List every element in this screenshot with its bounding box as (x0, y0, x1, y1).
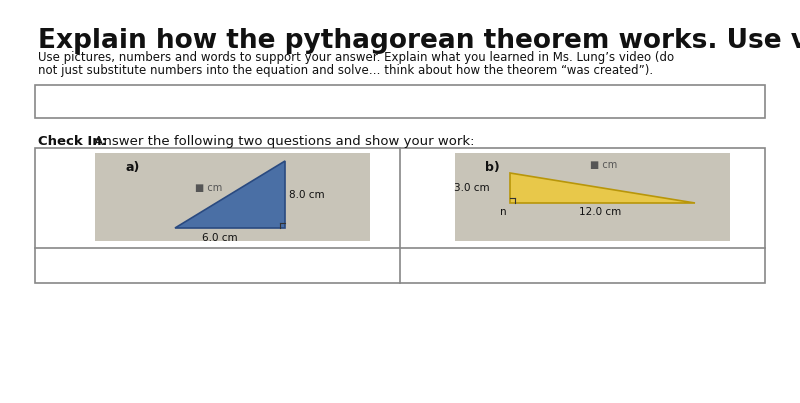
Text: a): a) (125, 161, 139, 174)
Text: n: n (500, 207, 506, 217)
Text: not just substitute numbers into the equation and solve… think about how the the: not just substitute numbers into the equ… (38, 64, 653, 77)
Text: Use pictures, numbers and words to support your answer. Explain what you learned: Use pictures, numbers and words to suppo… (38, 51, 674, 64)
Text: ■ cm: ■ cm (195, 183, 222, 193)
Text: Check In:: Check In: (38, 135, 107, 148)
Text: Explain how the pythagorean theorem works. Use visuals.: Explain how the pythagorean theorem work… (38, 28, 800, 54)
Text: 3.0 cm: 3.0 cm (454, 183, 490, 193)
Text: 8.0 cm: 8.0 cm (289, 190, 325, 200)
Text: ■ cm: ■ cm (590, 160, 618, 170)
FancyBboxPatch shape (95, 153, 370, 241)
FancyBboxPatch shape (35, 148, 765, 283)
Text: b): b) (485, 161, 500, 174)
Text: 12.0 cm: 12.0 cm (579, 207, 621, 217)
Text: Answer the following two questions and show your work:: Answer the following two questions and s… (90, 135, 474, 148)
FancyBboxPatch shape (35, 85, 765, 118)
Polygon shape (510, 173, 695, 203)
FancyBboxPatch shape (455, 153, 730, 241)
Polygon shape (175, 161, 285, 228)
Text: 6.0 cm: 6.0 cm (202, 233, 238, 243)
